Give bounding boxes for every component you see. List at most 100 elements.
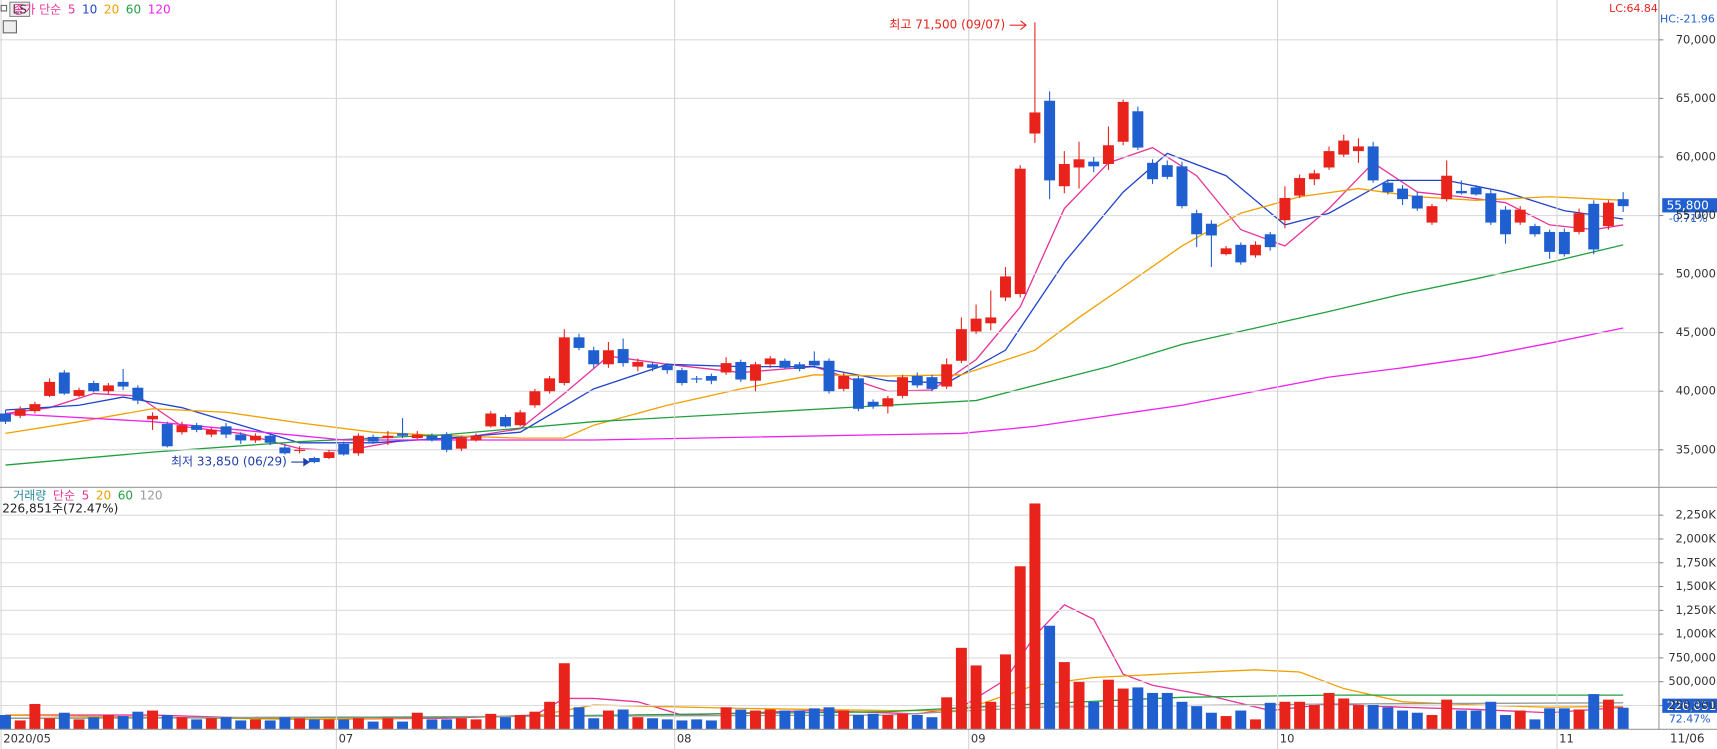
- volume-bar: [500, 717, 511, 730]
- volume-bar: [1308, 705, 1320, 730]
- y-tick-label: 1,000K: [1675, 627, 1716, 641]
- annotation-arrow-head: [1020, 20, 1027, 30]
- volume-bar: [117, 716, 129, 730]
- last-price-label: 55,800: [1667, 198, 1709, 212]
- candle-body: [323, 452, 335, 459]
- volume-bar: [705, 720, 717, 730]
- volume-bar: [529, 711, 541, 730]
- volume-bar: [1205, 712, 1217, 730]
- candle-body: [161, 424, 173, 447]
- volume-bar: [617, 709, 629, 730]
- candle-body: [617, 349, 629, 364]
- candle-body: [147, 415, 159, 420]
- volume-bar: [514, 715, 526, 730]
- candle-body: [838, 376, 850, 389]
- legend-entry: 20: [104, 2, 119, 16]
- volume-bar: [367, 721, 379, 730]
- volume-bar: [132, 711, 144, 730]
- volume-bar: [1294, 701, 1306, 730]
- candle-body: [897, 377, 909, 396]
- candle-body: [1147, 162, 1159, 180]
- volume-bar: [1544, 708, 1556, 730]
- volume-bar: [1088, 701, 1100, 730]
- volume-bar: [191, 719, 203, 730]
- table-icon[interactable]: [2, 20, 17, 34]
- volume-bar: [1323, 692, 1335, 730]
- volume-bar: [632, 717, 644, 730]
- volume-bar: [470, 719, 482, 730]
- candle-body: [1014, 168, 1026, 295]
- labels-layer: 35,000 40,000 45,000 50,000 55,000 60,000 65,0…: [3, 2, 1716, 745]
- volume-bar: [1264, 702, 1276, 730]
- candle-body: [1191, 213, 1203, 235]
- grid-layer: [0, 0, 1664, 749]
- volume-bar: [73, 719, 85, 730]
- candle-body: [397, 433, 409, 436]
- volume-bar: [1161, 692, 1173, 730]
- candle-body: [485, 413, 497, 427]
- candle-body: [941, 364, 953, 387]
- legend-entry: 종가 단순: [13, 2, 61, 16]
- high-annotation: 최고 71,500 (09/07): [889, 18, 1005, 32]
- candle-body: [279, 447, 291, 454]
- volume-bar: [441, 719, 453, 730]
- volume-bar: [676, 720, 688, 730]
- volume-bar: [88, 717, 100, 730]
- volume-bar: [1588, 694, 1600, 730]
- candle-body: [529, 391, 541, 406]
- candle-body: [1088, 161, 1100, 167]
- volume-bar: [338, 719, 350, 730]
- legend-entry: 60: [118, 489, 133, 503]
- volume-bar: [1367, 705, 1379, 730]
- volume-bar: [602, 710, 614, 730]
- volume-bar: [29, 703, 41, 730]
- candle-body: [1161, 165, 1173, 177]
- volume-bar: [1411, 712, 1423, 730]
- candle-body: [1308, 173, 1320, 180]
- legend-entry: 10: [82, 2, 97, 16]
- candle-body: [1205, 223, 1217, 236]
- candle-body: [1235, 244, 1247, 263]
- volume-bar: [411, 712, 423, 730]
- candle-body: [426, 435, 438, 441]
- candle-body: [647, 364, 659, 368]
- ma-line: [5, 327, 1624, 441]
- candle-body: [88, 383, 100, 392]
- candle-body: [1617, 199, 1629, 207]
- y-tick-label: 1,250K: [1675, 603, 1716, 617]
- volume-bar: [838, 710, 850, 730]
- legend-entry: 거래량: [13, 489, 46, 503]
- volume-bar: [779, 710, 791, 730]
- last-price-box: [1662, 198, 1717, 213]
- legend-entry: 60: [126, 2, 141, 16]
- volume-bar: [0, 715, 11, 730]
- legend-entry: 단순: [53, 489, 75, 503]
- volume-bar: [1558, 708, 1570, 730]
- x-tick-label: 09: [971, 732, 986, 746]
- candle-body: [205, 429, 217, 435]
- volume-bar: [426, 719, 438, 730]
- candle-body: [970, 318, 982, 332]
- volume-bar: [573, 707, 585, 730]
- candle-body: [1279, 197, 1291, 221]
- candle-body: [367, 436, 379, 442]
- logo-box[interactable]: [9, 1, 31, 17]
- ratio-label: 72.47%: [1669, 712, 1711, 725]
- candle-body: [1176, 166, 1188, 207]
- volume-bar: [1073, 681, 1085, 730]
- candle-body: [750, 364, 761, 381]
- volume-bar: [1058, 662, 1070, 730]
- volume-bar: [1514, 710, 1526, 730]
- candle-body: [1338, 140, 1350, 155]
- x-tick-label: 10: [1280, 732, 1295, 746]
- candle-body: [1426, 206, 1438, 223]
- candle-body: [1544, 231, 1556, 252]
- volume-bar: [323, 719, 335, 730]
- candle-body: [352, 435, 364, 454]
- y-tick-label: 2,250K: [1675, 508, 1716, 522]
- candle-body: [1220, 248, 1232, 255]
- volume-bar: [764, 709, 776, 730]
- y-tick-label: 50,000: [1676, 267, 1716, 281]
- candle-body: [911, 376, 923, 386]
